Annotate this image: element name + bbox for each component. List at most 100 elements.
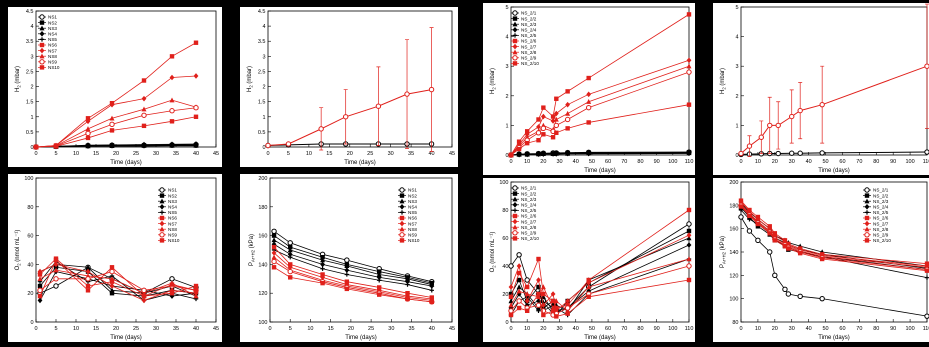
series-line <box>740 203 928 268</box>
plot-frame <box>35 177 217 323</box>
data-point <box>686 102 692 107</box>
data-point <box>516 139 522 144</box>
data-point <box>686 63 692 69</box>
x-tick-label: 80 <box>637 159 643 165</box>
legend: NS_2/1NS_2/2NS_2/3NS_2/4NS_2/5NS_2/6NS_2… <box>511 185 539 241</box>
data-point <box>288 275 293 280</box>
y-tick-label: 1 <box>262 115 265 121</box>
legend-label: NS_2/2 <box>521 191 537 196</box>
data-point <box>565 126 570 131</box>
data-point <box>516 277 522 283</box>
data-point <box>550 291 556 297</box>
x-tick-label: 10 <box>755 326 761 332</box>
data-point <box>109 268 115 275</box>
legend-label: NS_2/1 <box>521 11 537 16</box>
data-point <box>524 140 530 146</box>
y-tick-label: 1.5 <box>26 100 34 106</box>
y-axis-label: H2 (mbar) <box>247 66 254 92</box>
x-tick-label: 90 <box>890 159 896 165</box>
series-line <box>510 279 690 317</box>
data-point <box>141 297 147 304</box>
y-tick-label: 200 <box>258 176 267 182</box>
chart-svg: 0 5 10 15 20 25 30 35 40 45 0 0.5 1 1.5 2 2.5 3 3.5 4 4.5 Ti… <box>247 9 455 166</box>
legend-marker <box>512 191 518 196</box>
x-tick-label: 5 <box>54 326 57 332</box>
y-tick-label: 3 <box>262 54 265 60</box>
legend-marker <box>159 210 165 215</box>
series-line <box>740 209 928 279</box>
x-tick-label: 100 <box>905 159 914 165</box>
data-point <box>524 298 530 304</box>
y-tick-label: 1 <box>505 123 508 129</box>
x-tick-label: 110 <box>923 326 929 332</box>
series-1 <box>738 149 929 158</box>
data-point <box>536 256 541 262</box>
data-point <box>554 130 559 135</box>
data-point <box>536 298 541 304</box>
data-point <box>516 298 522 304</box>
data-point <box>686 277 692 283</box>
data-point <box>169 97 175 103</box>
legend-label: NS10 <box>48 65 60 70</box>
x-tick-label: 0 <box>34 326 37 332</box>
x-tick-label: 25 <box>368 326 374 332</box>
data-point <box>508 312 514 318</box>
data-point <box>85 264 91 270</box>
x-tick-label: 15 <box>328 326 334 332</box>
y-tick-label: 4 <box>30 24 33 30</box>
x-axis-label: Time (days) <box>584 168 615 174</box>
data-point <box>554 314 559 319</box>
data-point <box>586 151 591 157</box>
chart-panel: 0 5 10 15 20 25 30 35 40 45 0 20 40 60 80 100 Time (days… <box>8 174 222 342</box>
data-point <box>516 305 522 311</box>
data-point <box>738 214 744 220</box>
x-tick-label: 40 <box>193 326 199 332</box>
data-point <box>516 252 522 258</box>
legend-marker <box>399 215 405 221</box>
x-axis-label: Time (days) <box>818 168 849 174</box>
data-point <box>755 221 761 227</box>
data-point <box>85 268 91 275</box>
legend-label: NS_2/5 <box>521 208 537 213</box>
data-point <box>109 115 115 121</box>
data-point <box>376 271 382 277</box>
data-point <box>85 130 91 137</box>
data-point <box>686 69 692 75</box>
data-point <box>767 249 773 255</box>
y-tick-label: 2 <box>735 94 738 100</box>
data-point <box>550 114 556 119</box>
legend-marker <box>39 42 45 48</box>
y-tick-label: 4.5 <box>26 9 34 15</box>
x-tick-label: 30 <box>556 326 562 332</box>
data-point <box>109 121 115 128</box>
x-tick-label: 0 <box>34 151 37 157</box>
x-tick-label: 25 <box>133 151 139 157</box>
chart-panel: 0 10 20 30 40 50 60 70 80 90 100 110 0 20 40 60 80 100 Tim… <box>483 178 695 342</box>
data-point <box>141 106 147 112</box>
x-tick-label: 0 <box>509 159 512 165</box>
y-tick-label: 5 <box>505 5 508 11</box>
x-tick-label: 20 <box>772 326 778 332</box>
data-point <box>550 308 556 313</box>
data-point <box>344 267 350 273</box>
data-point <box>405 276 411 281</box>
legend-label: NS_2/6 <box>521 214 537 219</box>
data-point <box>288 255 293 260</box>
series-line <box>510 104 690 156</box>
legend-label: NS_2/4 <box>521 28 537 33</box>
data-point <box>541 151 546 157</box>
legend-label: NS_2/8 <box>873 227 889 232</box>
x-tick-label: 10 <box>306 151 312 157</box>
data-point <box>428 86 435 93</box>
legend-label: NS8 <box>408 227 417 232</box>
data-point <box>193 293 199 299</box>
data-point <box>320 255 325 260</box>
legend: NS_2/1NS_2/2NS_2/3NS_2/4NS_2/5NS_2/6NS_2… <box>863 187 891 243</box>
legend-marker <box>512 33 518 38</box>
legend-marker <box>159 232 165 238</box>
legend-marker <box>159 226 165 232</box>
data-point <box>775 150 781 157</box>
series-10 <box>738 204 929 273</box>
legend-label: NS_2/7 <box>521 219 537 224</box>
